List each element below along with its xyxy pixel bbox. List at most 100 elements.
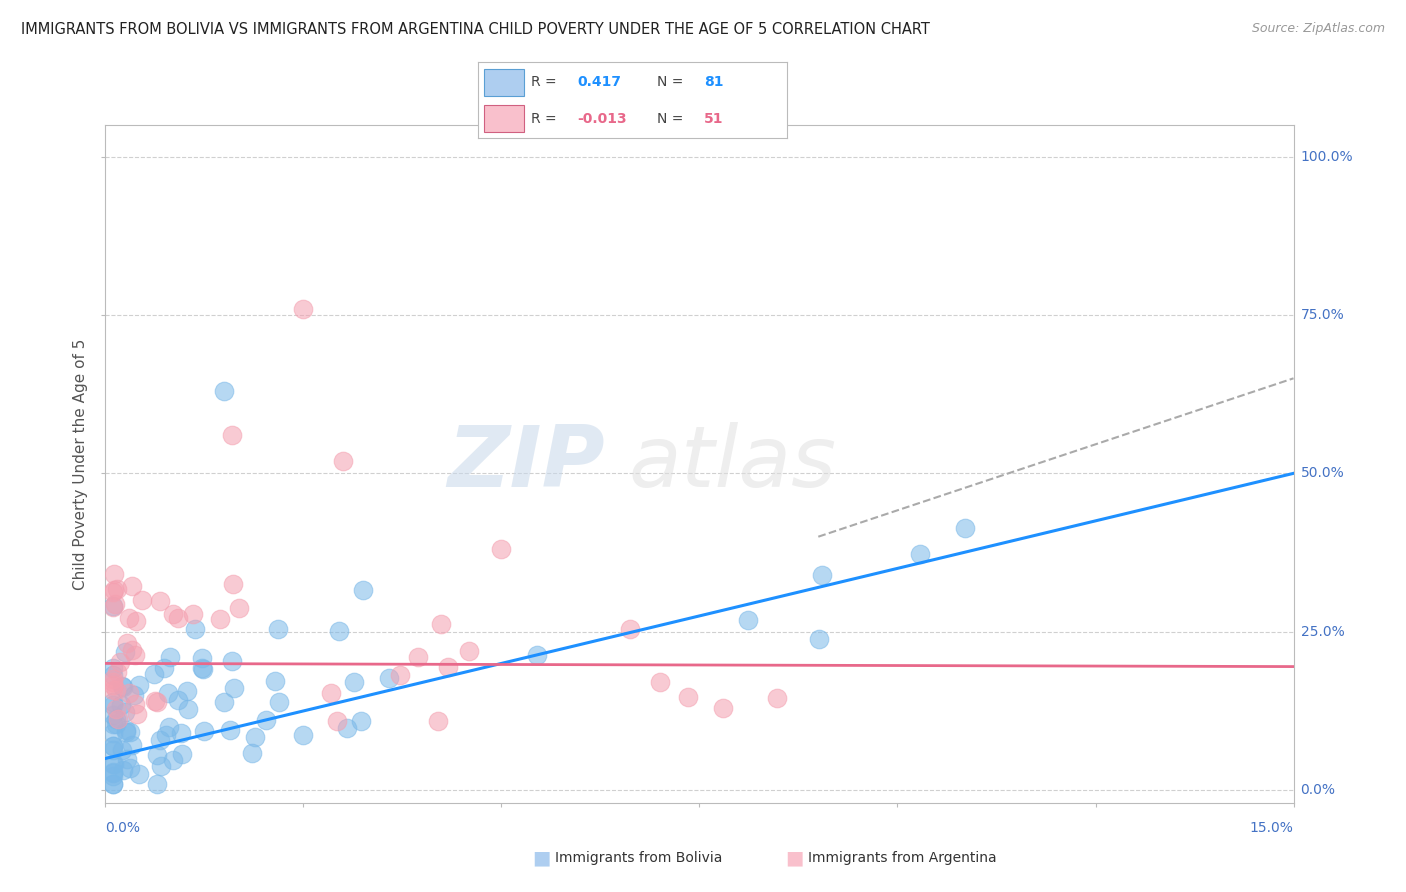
- Point: [115, 752, 138, 766]
- Point: [183, 607, 205, 621]
- Point: [107, 712, 129, 726]
- Point: [103, 777, 125, 791]
- Point: [103, 769, 125, 783]
- Bar: [484, 69, 524, 95]
- Point: [177, 702, 200, 716]
- Point: [332, 453, 354, 467]
- Point: [619, 623, 641, 637]
- Point: [222, 576, 245, 591]
- Point: [103, 757, 125, 772]
- Point: [157, 720, 180, 734]
- Point: [427, 714, 450, 728]
- Point: [110, 656, 132, 670]
- Point: [148, 733, 170, 747]
- Point: [326, 714, 349, 729]
- Text: 25.0%: 25.0%: [1301, 624, 1344, 639]
- Point: [118, 761, 141, 775]
- Point: [111, 679, 134, 693]
- Point: [292, 301, 315, 316]
- Text: 0.417: 0.417: [576, 75, 621, 89]
- Point: [104, 712, 127, 726]
- Point: [222, 681, 245, 695]
- Text: Immigrants from Bolivia: Immigrants from Bolivia: [555, 851, 723, 865]
- Point: [120, 725, 142, 739]
- Point: [212, 695, 235, 709]
- Point: [221, 654, 243, 668]
- Point: [146, 695, 169, 709]
- Point: [167, 692, 190, 706]
- Point: [103, 661, 125, 675]
- Point: [191, 662, 214, 676]
- Point: [292, 728, 315, 742]
- Point: [114, 705, 136, 719]
- Point: [491, 542, 513, 557]
- Point: [115, 725, 138, 739]
- Point: [267, 622, 290, 636]
- Point: [103, 695, 125, 709]
- Text: ■: ■: [785, 848, 804, 868]
- Point: [103, 766, 125, 780]
- Point: [103, 708, 125, 723]
- Point: [267, 695, 290, 709]
- Point: [153, 660, 176, 674]
- Point: [458, 644, 481, 658]
- Text: Source: ZipAtlas.com: Source: ZipAtlas.com: [1251, 22, 1385, 36]
- Point: [103, 743, 125, 757]
- Text: 0.0%: 0.0%: [1301, 783, 1336, 797]
- Point: [118, 611, 141, 625]
- Point: [228, 601, 250, 615]
- Point: [184, 622, 207, 636]
- Point: [209, 612, 232, 626]
- Point: [378, 672, 401, 686]
- Point: [115, 636, 138, 650]
- Point: [103, 756, 125, 771]
- Point: [908, 547, 931, 561]
- Point: [167, 610, 190, 624]
- Point: [245, 731, 267, 745]
- Point: [389, 668, 412, 682]
- Point: [103, 739, 125, 753]
- Point: [264, 673, 287, 688]
- Point: [240, 746, 263, 760]
- Point: [110, 698, 132, 713]
- Point: [121, 643, 143, 657]
- Point: [436, 660, 458, 674]
- Point: [105, 665, 128, 679]
- Point: [103, 599, 125, 614]
- Point: [170, 747, 193, 762]
- Text: -0.013: -0.013: [576, 112, 627, 126]
- Point: [121, 739, 143, 753]
- Text: ZIP: ZIP: [447, 422, 605, 506]
- Point: [406, 650, 429, 665]
- Point: [176, 684, 198, 698]
- Point: [112, 680, 135, 694]
- Point: [103, 566, 125, 581]
- Point: [104, 702, 127, 716]
- Point: [124, 698, 146, 712]
- Point: [121, 579, 143, 593]
- Point: [128, 767, 150, 781]
- Text: 81: 81: [704, 75, 723, 89]
- Point: [103, 599, 125, 614]
- Point: [124, 648, 146, 662]
- Point: [103, 668, 125, 682]
- Point: [104, 716, 127, 731]
- Text: 51: 51: [704, 112, 723, 126]
- Point: [103, 777, 125, 791]
- Point: [104, 597, 127, 611]
- Point: [128, 678, 150, 692]
- Point: [143, 694, 166, 708]
- Text: atlas: atlas: [628, 422, 837, 506]
- Point: [114, 723, 136, 738]
- Point: [103, 698, 125, 713]
- Point: [103, 725, 125, 739]
- Text: ■: ■: [531, 848, 551, 868]
- Point: [676, 690, 699, 704]
- Point: [149, 594, 172, 608]
- Point: [117, 686, 139, 700]
- Point: [103, 583, 125, 598]
- Text: Immigrants from Argentina: Immigrants from Argentina: [808, 851, 997, 865]
- Point: [429, 616, 451, 631]
- Point: [111, 764, 134, 778]
- Y-axis label: Child Poverty Under the Age of 5: Child Poverty Under the Age of 5: [73, 338, 89, 590]
